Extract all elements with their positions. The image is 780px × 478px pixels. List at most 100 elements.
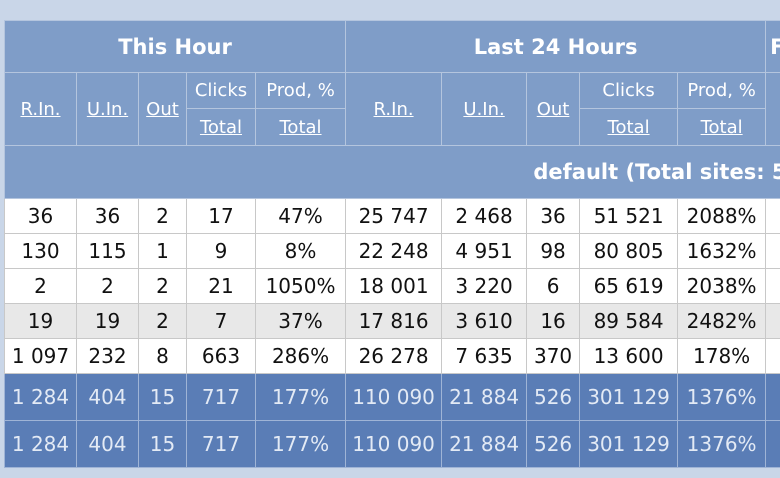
sort-link[interactable]: R.In. [20,98,61,120]
column-subheader: Total [254,108,347,146]
cell: 89 584 [579,303,679,339]
cell: 26 278 [345,338,443,374]
total-row: 1 284 404 15 717 177% 110 090 21 884 526 301 129… [4,373,780,421]
total-cell: 1 284 [4,373,77,421]
cell [765,338,780,374]
cell: 19 [76,303,139,339]
total-cell: 404 [76,373,139,421]
cell: 1050% [254,268,347,304]
cell: 51 521 [579,198,679,234]
cell: 22 248 [345,233,443,269]
sort-link[interactable]: Total [700,116,743,138]
cell: 8 [138,338,187,374]
cell: 7 [186,303,256,339]
cell [765,233,780,269]
cell: 1 [138,233,187,269]
cell: 17 816 [345,303,443,339]
total-cell: 21 884 [441,373,528,421]
group-header: Last 24 Hours [345,20,767,73]
column-header: R.In. [345,72,443,146]
cell [765,303,780,339]
cell: 80 805 [579,233,679,269]
cell [765,268,780,304]
group-row: default (Total sites: 5) [3,145,780,199]
total-cell: 717 [186,373,256,421]
sort-link[interactable]: U.In. [86,98,129,120]
sort-link[interactable]: Total [607,116,650,138]
cell: 13 600 [579,338,679,374]
cell: 37% [254,303,347,339]
column-header: Clicks [186,72,256,109]
cell: 2088% [677,198,767,234]
total-cell: 404 [76,420,139,468]
cell: 2 [138,303,187,339]
total-cell: 110 090 [345,420,443,468]
total-cell: 1376% [677,420,767,468]
cell: 65 619 [579,268,679,304]
data-row: 1 097 232 8 663 286% 26 278 7 635 370 13 600 178% [4,338,780,374]
sort-link[interactable]: Total [199,116,243,138]
total-cell: 717 [186,420,256,468]
sort-link[interactable]: Total [279,116,322,138]
total-cell: 1 284 [4,420,77,468]
cell: 232 [76,338,139,374]
cell: 17 [186,198,256,234]
header-row: R.In. U.In. Out Clicks Prod, % R.In. U.In. Out C… [4,72,780,146]
cell: 4 951 [441,233,528,269]
cell: 21 [186,268,256,304]
cell: 2 468 [441,198,528,234]
cell: 286% [254,338,347,374]
sort-link[interactable]: Out [146,98,179,120]
cell: 3 220 [441,268,528,304]
sort-link[interactable]: R.In. [373,98,414,120]
total-cell [765,420,780,468]
total-cell: 110 090 [345,373,443,421]
total-cell [765,373,780,421]
cell: 1632% [677,233,767,269]
column-header: R.In. [4,72,77,146]
column-subheader: Total [677,108,767,146]
column-header: Clicks [579,72,679,109]
total-cell: 1376% [677,373,767,421]
cell: 1 097 [4,338,77,374]
total-cell: 21 884 [441,420,528,468]
cell: 2 [4,268,77,304]
group-label: default (Total sites: 5) [3,145,780,199]
group-header: F [765,20,780,73]
total-cell: 301 129 [579,373,679,421]
sort-link[interactable]: Out [536,98,570,120]
column-header [765,72,780,146]
cell: 36 [526,198,581,234]
sort-link[interactable]: U.In. [463,98,505,120]
cell: 98 [526,233,581,269]
cell: 178% [677,338,767,374]
total-cell: 526 [526,420,581,468]
data-row: 36 36 2 17 47% 25 747 2 468 36 51 521 2088% [4,198,780,234]
column-subheader: Total [579,108,679,146]
cell: 2 [76,268,139,304]
cell: 36 [4,198,77,234]
total-cell: 15 [138,373,187,421]
column-header: Out [526,72,581,146]
cell: 2 [138,198,187,234]
cell: 2482% [677,303,767,339]
cell: 663 [186,338,256,374]
total-row: 1 284 404 15 717 177% 110 090 21 884 526 301 129… [4,420,780,468]
cell: 6 [526,268,581,304]
header-row: Total Total Total Total [5,108,780,146]
total-cell: 177% [254,420,347,468]
total-cell: 301 129 [579,420,679,468]
cell: 8% [254,233,347,269]
cell: 25 747 [345,198,443,234]
cell: 115 [76,233,139,269]
column-header: U.In. [76,72,139,146]
group-header: This Hour [3,20,347,73]
cell: 7 635 [441,338,528,374]
column-header: Prod, % [677,72,767,109]
total-cell: 177% [254,373,347,421]
cell: 9 [186,233,256,269]
cell: 19 [4,303,77,339]
